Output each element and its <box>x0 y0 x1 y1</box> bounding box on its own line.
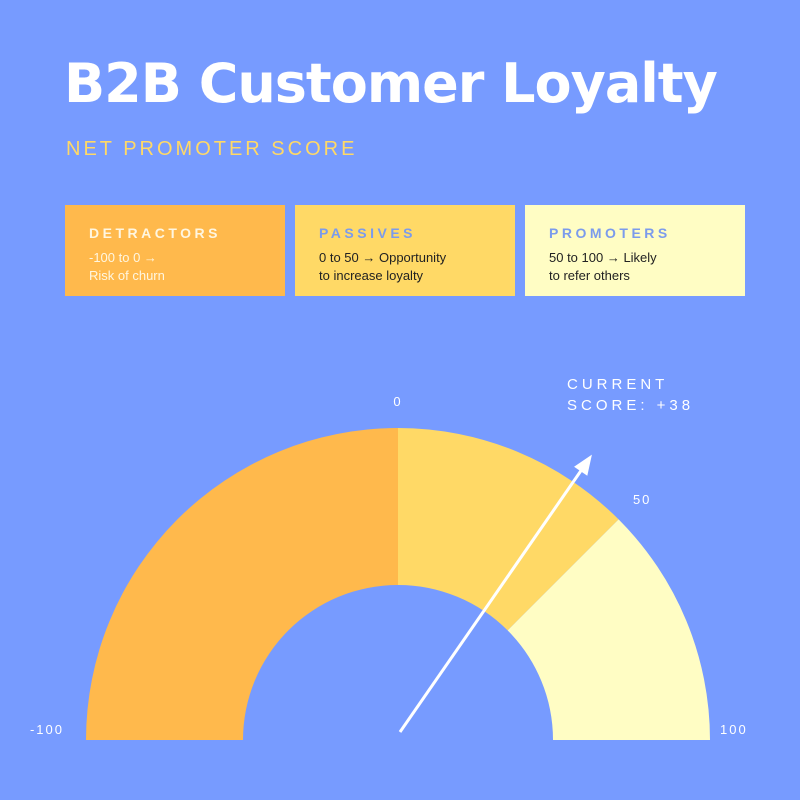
gauge-segment-promoters <box>507 519 710 740</box>
page-subtitle: NET PROMOTER SCORE <box>66 138 358 160</box>
page-title: B2B Customer Loyalty <box>64 52 718 115</box>
gauge-tick-label: 0 <box>393 394 402 409</box>
legend-label: PASSIVES <box>319 225 416 241</box>
gauge-tick-label: -100 <box>30 722 64 737</box>
legend-desc-line1: 50 to 100 → Likely <box>549 250 657 265</box>
legend-label: DETRACTORS <box>89 225 221 241</box>
gauge-segment-passives <box>398 428 619 631</box>
legend-label: PROMOTERS <box>549 225 671 241</box>
legend-desc-line2: to increase loyalty <box>319 268 424 283</box>
current-score-line1: CURRENT <box>567 376 669 393</box>
gauge-tick-label: 100 <box>720 722 748 737</box>
legend-card-promoters: PROMOTERS 50 to 100 → Likely to refer ot… <box>525 205 745 296</box>
legend-card-passives: PASSIVES 0 to 50 → Opportunity to increa… <box>295 205 515 296</box>
gauge-tick-label: 50 <box>633 492 651 507</box>
gauge-segment-detractors <box>86 428 398 740</box>
legend-desc-line2: Risk of churn <box>89 268 165 283</box>
gauge-needle <box>398 467 585 733</box>
legend-desc-line2: to refer others <box>549 268 630 283</box>
legend-card-detractors: DETRACTORS -100 to 0 → Risk of churn <box>65 205 285 296</box>
current-score-label: CURRENT SCORE: +38 <box>567 374 694 416</box>
current-score-line2: SCORE: +38 <box>567 397 695 414</box>
legend-desc-line1: -100 to 0 → <box>89 250 157 265</box>
legend-desc-line1: 0 to 50 → Opportunity <box>319 250 447 265</box>
gauge-needle-arrowhead-icon <box>574 454 592 476</box>
